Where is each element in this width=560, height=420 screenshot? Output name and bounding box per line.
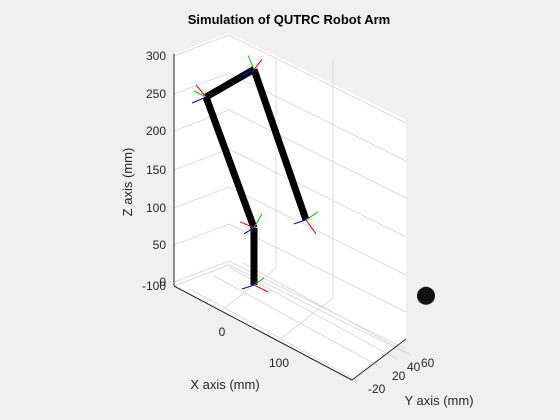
z-grid-line-back bbox=[228, 186, 407, 276]
z-tick-label: 200 bbox=[146, 124, 166, 138]
x-grid-line bbox=[221, 267, 277, 311]
chart-title: Simulation of QUTRC Robot Arm bbox=[188, 12, 390, 27]
y-axis-label: Y axis (mm) bbox=[404, 393, 473, 408]
frame-y-axis bbox=[305, 211, 319, 221]
z-grid-line bbox=[173, 148, 230, 171]
z-grid-line-back bbox=[228, 34, 407, 124]
joint-frame bbox=[293, 211, 319, 235]
z-grid-line-back bbox=[228, 260, 407, 350]
frame-z-axis bbox=[241, 284, 255, 290]
z-axis-label: Z axis (mm) bbox=[120, 148, 135, 217]
target-marker bbox=[417, 286, 435, 305]
y-tick-label: 60 bbox=[421, 356, 435, 370]
x-grid-line bbox=[278, 297, 334, 341]
z-tick-label: 100 bbox=[146, 201, 166, 215]
z-tick-label: 0 bbox=[159, 275, 166, 289]
robot-arm-series bbox=[202, 66, 310, 285]
frame-y-axis bbox=[253, 213, 263, 229]
joint-frame bbox=[191, 84, 207, 104]
y-grid-line bbox=[213, 275, 383, 369]
x-axis-label: X axis (mm) bbox=[190, 377, 259, 392]
frame-z-axis bbox=[293, 219, 307, 225]
z-grid-line bbox=[173, 72, 230, 95]
frame-z-axis bbox=[241, 68, 255, 76]
z-grid-line bbox=[173, 223, 230, 246]
z-tick-label: 150 bbox=[146, 163, 166, 177]
z-grid-line-back bbox=[228, 264, 407, 354]
z-grid-line bbox=[173, 34, 230, 57]
frame-z-axis bbox=[243, 227, 255, 235]
arm-link bbox=[204, 66, 256, 101]
frame-z-axis bbox=[191, 96, 207, 104]
y-tick-label: 20 bbox=[392, 369, 406, 383]
z-grid-line-back bbox=[228, 109, 407, 199]
frame-y-axis bbox=[253, 277, 265, 286]
frame-y-axis bbox=[193, 90, 207, 98]
frame-x-axis bbox=[239, 221, 255, 229]
axes-background bbox=[174, 33, 406, 380]
z-grid-line-back bbox=[228, 223, 407, 313]
x-tick-label: 0 bbox=[219, 325, 226, 339]
arm-link bbox=[202, 95, 258, 230]
x-tick-label: 100 bbox=[269, 356, 289, 370]
joint-frame bbox=[241, 277, 269, 293]
y-grid-line bbox=[189, 288, 359, 382]
z-grid-line bbox=[173, 264, 230, 287]
axis-lines bbox=[173, 54, 407, 381]
y-tick-label: -20 bbox=[368, 382, 386, 396]
joint-frames bbox=[191, 55, 435, 305]
z-grid-line bbox=[173, 260, 230, 283]
joint-frame bbox=[241, 55, 263, 76]
z-tick-label: -100 bbox=[142, 279, 166, 293]
joint-frame bbox=[239, 213, 263, 235]
z-tick-label: 250 bbox=[146, 87, 166, 101]
z-tick-label: 50 bbox=[153, 238, 167, 252]
arm-link bbox=[250, 68, 310, 222]
y-grid-line bbox=[242, 262, 412, 356]
frame-x-axis bbox=[305, 219, 317, 235]
frame-y-axis bbox=[247, 55, 255, 70]
frame-x-axis bbox=[253, 284, 269, 293]
frame-x-axis bbox=[253, 59, 263, 70]
y-tick-label: 40 bbox=[407, 360, 421, 374]
z-tick-label: 300 bbox=[146, 49, 166, 63]
z-grid-line-back bbox=[228, 148, 407, 238]
z-grid-line bbox=[173, 186, 230, 209]
z-grid-line bbox=[173, 109, 230, 132]
frame-x-axis bbox=[195, 84, 207, 98]
